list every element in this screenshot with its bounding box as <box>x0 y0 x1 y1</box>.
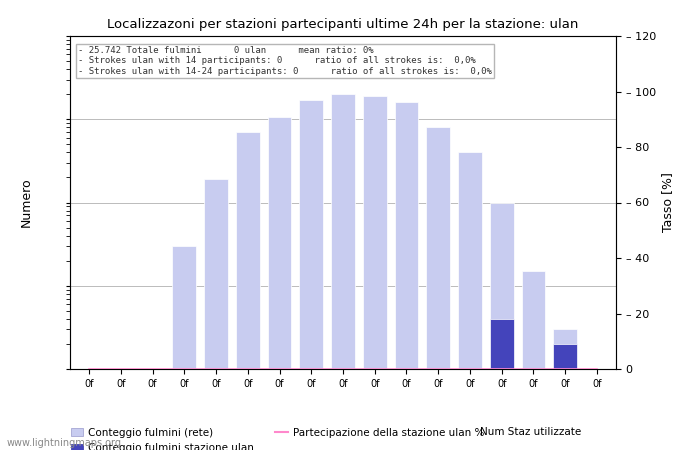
Y-axis label: Tasso [%]: Tasso [%] <box>662 172 675 233</box>
Bar <box>331 94 355 450</box>
Bar <box>267 117 291 450</box>
Bar <box>522 271 545 450</box>
Legend: Conteggio fulmini (rete), Conteggio fulmini stazione ulan, Partecipazione della : Conteggio fulmini (rete), Conteggio fulm… <box>66 423 489 450</box>
Bar <box>204 179 228 450</box>
Text: Num Staz utilizzate: Num Staz utilizzate <box>480 427 581 437</box>
Bar <box>141 369 164 450</box>
Bar <box>585 369 609 450</box>
Bar <box>300 100 323 450</box>
Bar <box>458 153 482 450</box>
Bar <box>553 344 577 450</box>
Y-axis label: Numero: Numero <box>20 178 33 227</box>
Bar <box>490 202 514 450</box>
Bar <box>77 369 101 450</box>
Title: Localizzazoni per stazioni partecipanti ultime 24h per la stazione: ulan: Localizzazoni per stazioni partecipanti … <box>107 18 579 31</box>
Bar <box>395 102 419 450</box>
Text: www.lightningmaps.org: www.lightningmaps.org <box>7 438 122 448</box>
Bar <box>490 319 514 450</box>
Bar <box>553 329 577 450</box>
Text: - 25.742 Totale fulmini      0 ulan      mean ratio: 0%
- Strokes ulan with 14 p: - 25.742 Totale fulmini 0 ulan mean rati… <box>78 46 492 76</box>
Bar <box>236 132 260 450</box>
Bar <box>109 369 133 450</box>
Bar <box>426 127 450 450</box>
Bar <box>172 246 196 450</box>
Bar <box>363 96 386 450</box>
